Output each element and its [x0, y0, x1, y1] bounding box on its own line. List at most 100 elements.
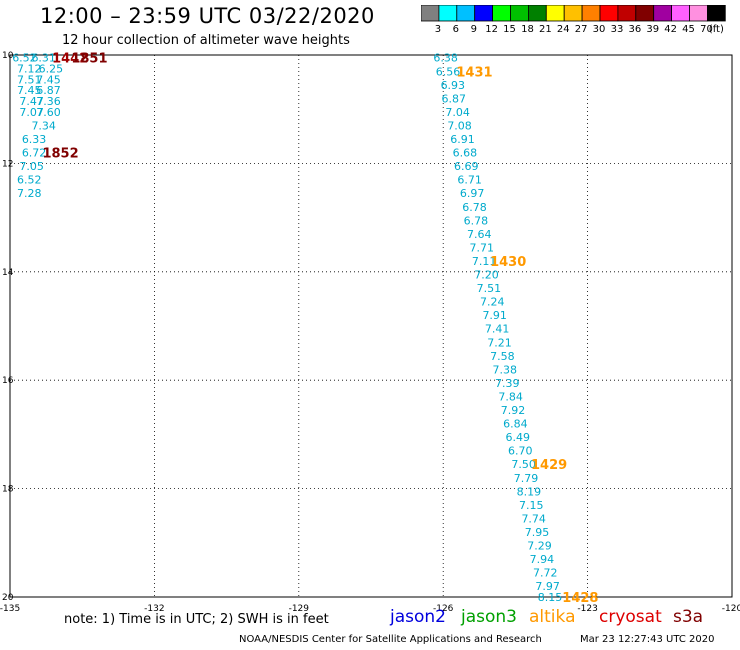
lat-tick-label: 20: [2, 593, 14, 603]
colorbar-label: 6: [453, 24, 459, 35]
wave-height-value-east: 6.97: [460, 187, 485, 200]
pass-time-label: 1851: [71, 52, 107, 67]
pass-time-label: 1428: [562, 591, 598, 606]
wave-height-value-west: 7.45: [36, 73, 61, 86]
wave-height-value-east: 6.87: [442, 92, 467, 105]
lon-tick-label: -120: [722, 604, 740, 614]
timestamp-text: Mar 23 12:27:43 UTC 2020: [580, 634, 715, 645]
wave-height-value-east: 7.39: [495, 377, 520, 390]
map-frame: [9, 54, 733, 598]
colorbar-label: 18: [521, 24, 534, 35]
colorbar-label: 27: [575, 24, 588, 35]
wave-height-value-east: 7.21: [487, 336, 512, 349]
colorbar-label: 36: [628, 24, 641, 35]
wave-height-value-west: 7.12: [17, 63, 42, 76]
wave-height-value-west: 6.52: [17, 174, 42, 187]
wave-height-value-east: 7.41: [485, 323, 510, 336]
wave-height-value-west: 7.07: [19, 106, 44, 119]
wave-height-value-west: 6.33: [22, 133, 47, 146]
pass-time-label: 1852: [42, 147, 78, 162]
wave-height-value-west: 7.47: [19, 95, 44, 108]
wave-height-value-east: 8.15: [538, 591, 563, 604]
wave-height-value-east: 7.91: [482, 309, 507, 322]
wave-height-value-west: 7.34: [31, 119, 56, 132]
wave-height-value-east: 7.71: [469, 241, 494, 254]
colorbar-label: 30: [593, 24, 606, 35]
wave-height-value-east: 7.84: [498, 390, 523, 403]
wave-height-value-east: 7.04: [445, 106, 470, 119]
wave-height-value-east: 7.24: [480, 296, 505, 309]
wave-height-value-east: 6.56: [436, 65, 461, 78]
wave-height-value-west: 6.72: [22, 147, 47, 160]
wave-height-value-east: 7.79: [514, 472, 539, 485]
lat-tick-label: 18: [2, 485, 14, 495]
wave-height-value-east: 7.97: [535, 580, 560, 593]
lon-tick-label: -132: [144, 604, 164, 614]
wave-height-value-east: 7.20: [474, 269, 499, 282]
wave-height-value-east: 6.69: [454, 160, 479, 173]
lat-tick-label: 10: [2, 51, 14, 61]
colorbar: 3 6 9 12 15 18 21 24 27 30 33 36 39 42 45 70(ft): [421, 5, 726, 35]
lon-tick-label: -126: [433, 604, 454, 614]
wave-height-value-east: 6.84: [503, 418, 528, 431]
colorbar-label: 15: [503, 24, 516, 35]
wave-height-value-east: 7.64: [467, 228, 492, 241]
note-text: note: 1) Time is in UTC; 2) SWH is in fe…: [64, 612, 329, 627]
lon-tick-label: -123: [577, 604, 597, 614]
legend-altika: altika: [529, 607, 576, 627]
legend-s3a: s3a: [673, 607, 704, 627]
wave-height-value-east: 7.50: [511, 458, 536, 471]
wave-height-value-east: 8.19: [517, 485, 542, 498]
wave-height-value-east: 6.91: [450, 133, 475, 146]
wave-height-value-east: 6.78: [462, 201, 487, 214]
wave-height-value-east: 7.51: [477, 282, 502, 295]
legend-jason2: jason2: [390, 607, 446, 627]
colorbar-label: 24: [557, 24, 570, 35]
wave-height-value-west: 6.25: [39, 63, 64, 76]
pass-time-label: 1442: [52, 52, 88, 67]
lat-tick-label: 14: [2, 268, 14, 278]
colorbar-swatch: [706, 5, 726, 22]
wave-height-value-east: 7.92: [501, 404, 526, 417]
pass-time-label: 1429: [531, 458, 567, 473]
colorbar-label: 21: [539, 24, 552, 35]
legend-cryosat: cryosat: [599, 607, 662, 627]
pass-time-label: 1431: [456, 65, 492, 80]
colorbar-label: 45: [682, 24, 695, 35]
colorbar-label: 70: [700, 24, 713, 35]
wave-height-value-west: 7.05: [19, 160, 44, 173]
colorbar-label: 42: [664, 24, 677, 35]
colorbar-label: 33: [611, 24, 624, 35]
wave-height-value-west: 6.52: [12, 52, 37, 65]
page-title: 12:00 – 23:59 UTC 03/22/2020: [40, 4, 375, 28]
colorbar-label: 3: [435, 24, 441, 35]
wave-height-value-west: 7.51: [17, 73, 42, 86]
wave-height-value-east: 6.93: [441, 79, 466, 92]
lon-tick-label: -135: [0, 604, 20, 614]
colorbar-label: 12: [485, 24, 498, 35]
lat-tick-label: 16: [2, 376, 14, 386]
wave-height-value-east: 7.15: [519, 499, 544, 512]
wave-height-value-east: 6.49: [506, 431, 531, 444]
wave-height-value-east: 7.95: [525, 526, 550, 539]
lon-tick-label: -129: [289, 604, 310, 614]
wave-height-value-west: 7.28: [17, 187, 42, 200]
wave-height-value-east: 7.38: [493, 363, 518, 376]
wave-height-value-east: 7.94: [530, 553, 555, 566]
wave-height-value-west: 6.31: [31, 52, 56, 65]
wave-height-value-east: 6.78: [464, 214, 489, 227]
page-subtitle: 12 hour collection of altimeter wave hei…: [62, 33, 350, 48]
colorbar-label: 9: [471, 24, 477, 35]
wave-height-value-east: 7.11: [472, 255, 497, 268]
wave-height-value-east: 7.72: [533, 567, 558, 580]
wave-height-value-west: 7.45: [17, 84, 42, 97]
credit-text: NOAA/NESDIS Center for Satellite Applica…: [239, 634, 542, 645]
lat-tick-label: 12: [2, 159, 13, 169]
wave-height-value-east: 6.71: [457, 174, 482, 187]
wave-height-value-west: 6.87: [36, 84, 61, 97]
wave-height-value-west: 7.36: [36, 95, 61, 108]
wave-height-value-east: 7.08: [447, 119, 472, 132]
wave-height-value-east: 7.29: [527, 540, 552, 553]
wave-height-value-east: 6.70: [508, 445, 533, 458]
pass-time-label: 1430: [490, 255, 526, 270]
